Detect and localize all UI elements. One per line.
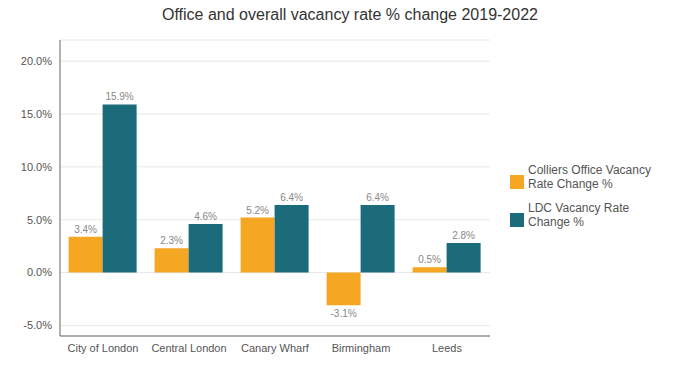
svg-text:3.4%: 3.4%	[74, 224, 97, 235]
svg-text:2.8%: 2.8%	[452, 230, 475, 241]
svg-text:6.4%: 6.4%	[366, 192, 389, 203]
svg-text:5.0%: 5.0%	[27, 214, 52, 226]
svg-text:City of London: City of London	[68, 342, 139, 354]
svg-text:Leeds: Leeds	[432, 342, 462, 354]
html-text:Office and overall vacancy rat: Office and overall vacancy rate % change…	[162, 6, 538, 23]
svg-text:5.2%: 5.2%	[246, 205, 269, 216]
svg-text:20.0%: 20.0%	[21, 55, 52, 67]
svg-text:2.3%: 2.3%	[160, 235, 183, 246]
svg-text:-5.0%: -5.0%	[23, 319, 52, 331]
html-text:Colliers Office Vacancy Rate C: Colliers Office Vacancy Rate Change %	[528, 162, 651, 191]
svg-text:4.6%: 4.6%	[194, 211, 217, 222]
svg-text:15.9%: 15.9%	[105, 91, 133, 102]
svg-text:Canary Wharf: Canary Wharf	[241, 342, 310, 354]
svg-text:Birmingham: Birmingham	[332, 342, 391, 354]
svg-text:15.0%: 15.0%	[21, 108, 52, 120]
svg-text:6.4%: 6.4%	[280, 192, 303, 203]
svg-text:10.0%: 10.0%	[21, 161, 52, 173]
svg-text:-3.1%: -3.1%	[331, 308, 357, 319]
svg-text:Central London: Central London	[151, 342, 226, 354]
html-text:LDC Vacancy Rate Change %: LDC Vacancy Rate Change %	[528, 200, 630, 229]
svg-text:0.5%: 0.5%	[418, 254, 441, 265]
svg-text:0.0%: 0.0%	[27, 266, 52, 278]
